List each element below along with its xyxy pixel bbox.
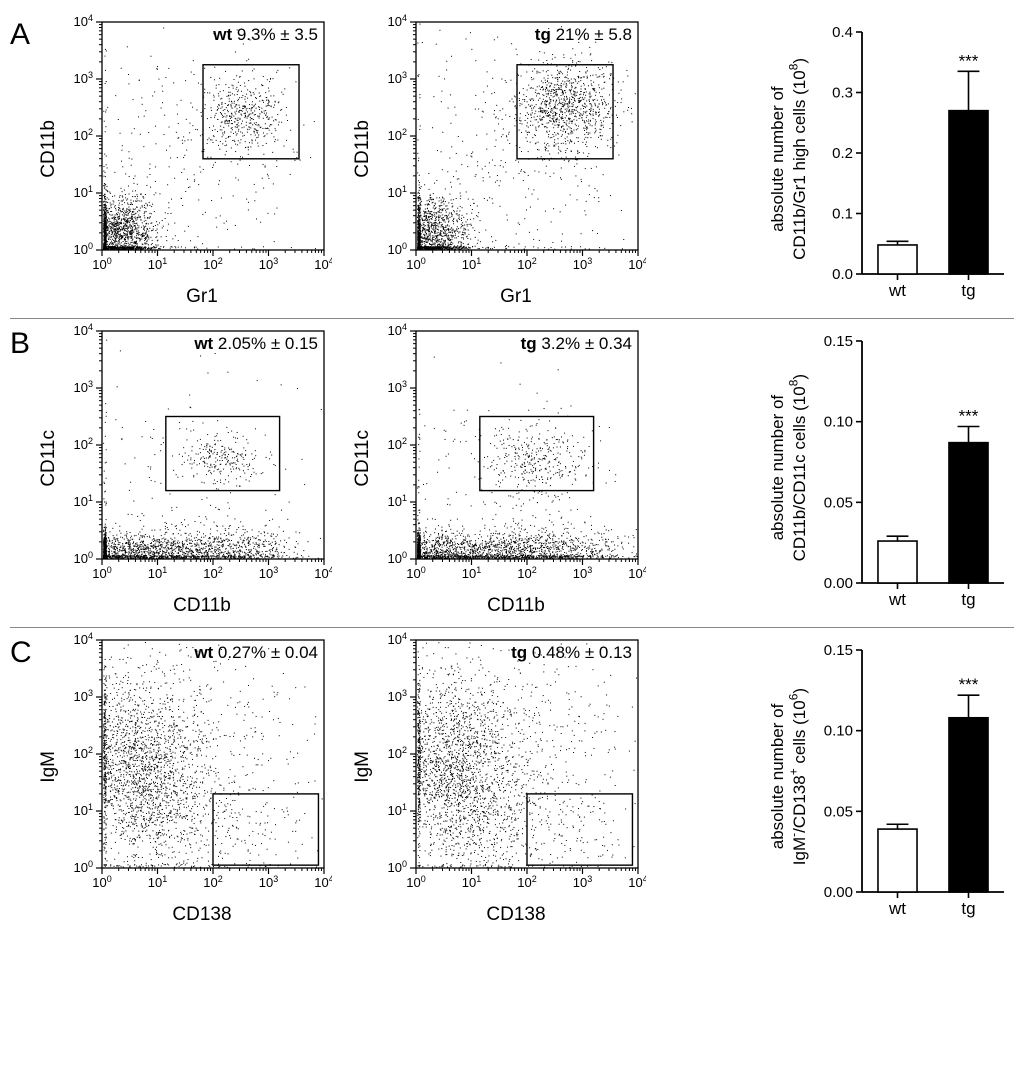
bar-chart: absolute number ofCD11b/Gr1 high cells (… [768, 14, 1014, 304]
bar-y-label: absolute number ofIgM-/CD138+ cells (106… [768, 688, 810, 865]
svg-text:103: 103 [74, 70, 93, 86]
x-axis-label: CD138 [486, 904, 545, 926]
figure: A CD11b 100100 101 101 102 102 103 103 104 104 wt 9… [0, 0, 1024, 946]
panel-row-A: A CD11b 100100 101 101 102 102 103 103 104 104 wt 9… [10, 10, 1014, 319]
x-axis-label: CD11b [173, 595, 231, 617]
svg-text:100: 100 [92, 256, 111, 272]
panel-row-C: CIgM100100101101102102103103104104wt 0.2… [10, 628, 1014, 936]
svg-text:104: 104 [314, 256, 332, 272]
svg-text:100: 100 [74, 241, 93, 257]
y-axis-label: CD11b [352, 120, 374, 178]
scatter-wt: IgM100100101101102102103103104104wt 0.27… [38, 632, 332, 926]
scatter-tg: IgM100100101101102102103103104104tg 0.48… [352, 632, 646, 926]
svg-text:102: 102 [203, 256, 222, 272]
svg-text:104: 104 [74, 14, 93, 29]
panel-label: B [10, 323, 38, 361]
panel-label: C [10, 632, 38, 670]
y-axis-label: IgM [38, 751, 60, 783]
x-axis-label: CD138 [172, 904, 231, 926]
bar-y-label: absolute number ofCD11b/CD11c cells (108… [768, 374, 810, 561]
svg-text:wt 9.3% ± 3.5: wt 9.3% ± 3.5 [212, 25, 318, 44]
bar-chart: absolute number ofCD11b/CD11c cells (108… [768, 323, 1014, 613]
svg-text:101: 101 [74, 184, 93, 200]
scatter-wt: CD11b 100100 101 101 102 102 103 103 104 104 wt 9.… [38, 14, 332, 308]
x-axis-label: CD11b [487, 595, 545, 617]
svg-text:101: 101 [148, 256, 167, 272]
x-axis-label: Gr1 [186, 286, 218, 308]
svg-text:102: 102 [74, 127, 93, 143]
panel-row-B: BCD11c100100101101102102103103104104wt 2… [10, 319, 1014, 628]
y-axis-label: IgM [352, 751, 374, 783]
y-axis-label: CD11c [38, 430, 60, 487]
scatter-wt: CD11c100100101101102102103103104104wt 2.… [38, 323, 332, 617]
bar-y-label: absolute number ofCD11b/Gr1 high cells (… [768, 58, 810, 260]
bar-chart: absolute number ofIgM-/CD138+ cells (106… [768, 632, 1014, 922]
scatter-tg: CD11b100100101101102102103103104104tg 21… [352, 14, 646, 308]
svg-text:103: 103 [259, 256, 278, 272]
y-axis-label: CD11b [38, 120, 60, 178]
x-axis-label: Gr1 [500, 286, 532, 308]
panel-label: A [10, 14, 38, 52]
y-axis-label: CD11c [352, 430, 374, 487]
scatter-tg: CD11c100100101101102102103103104104tg 3.… [352, 323, 646, 617]
